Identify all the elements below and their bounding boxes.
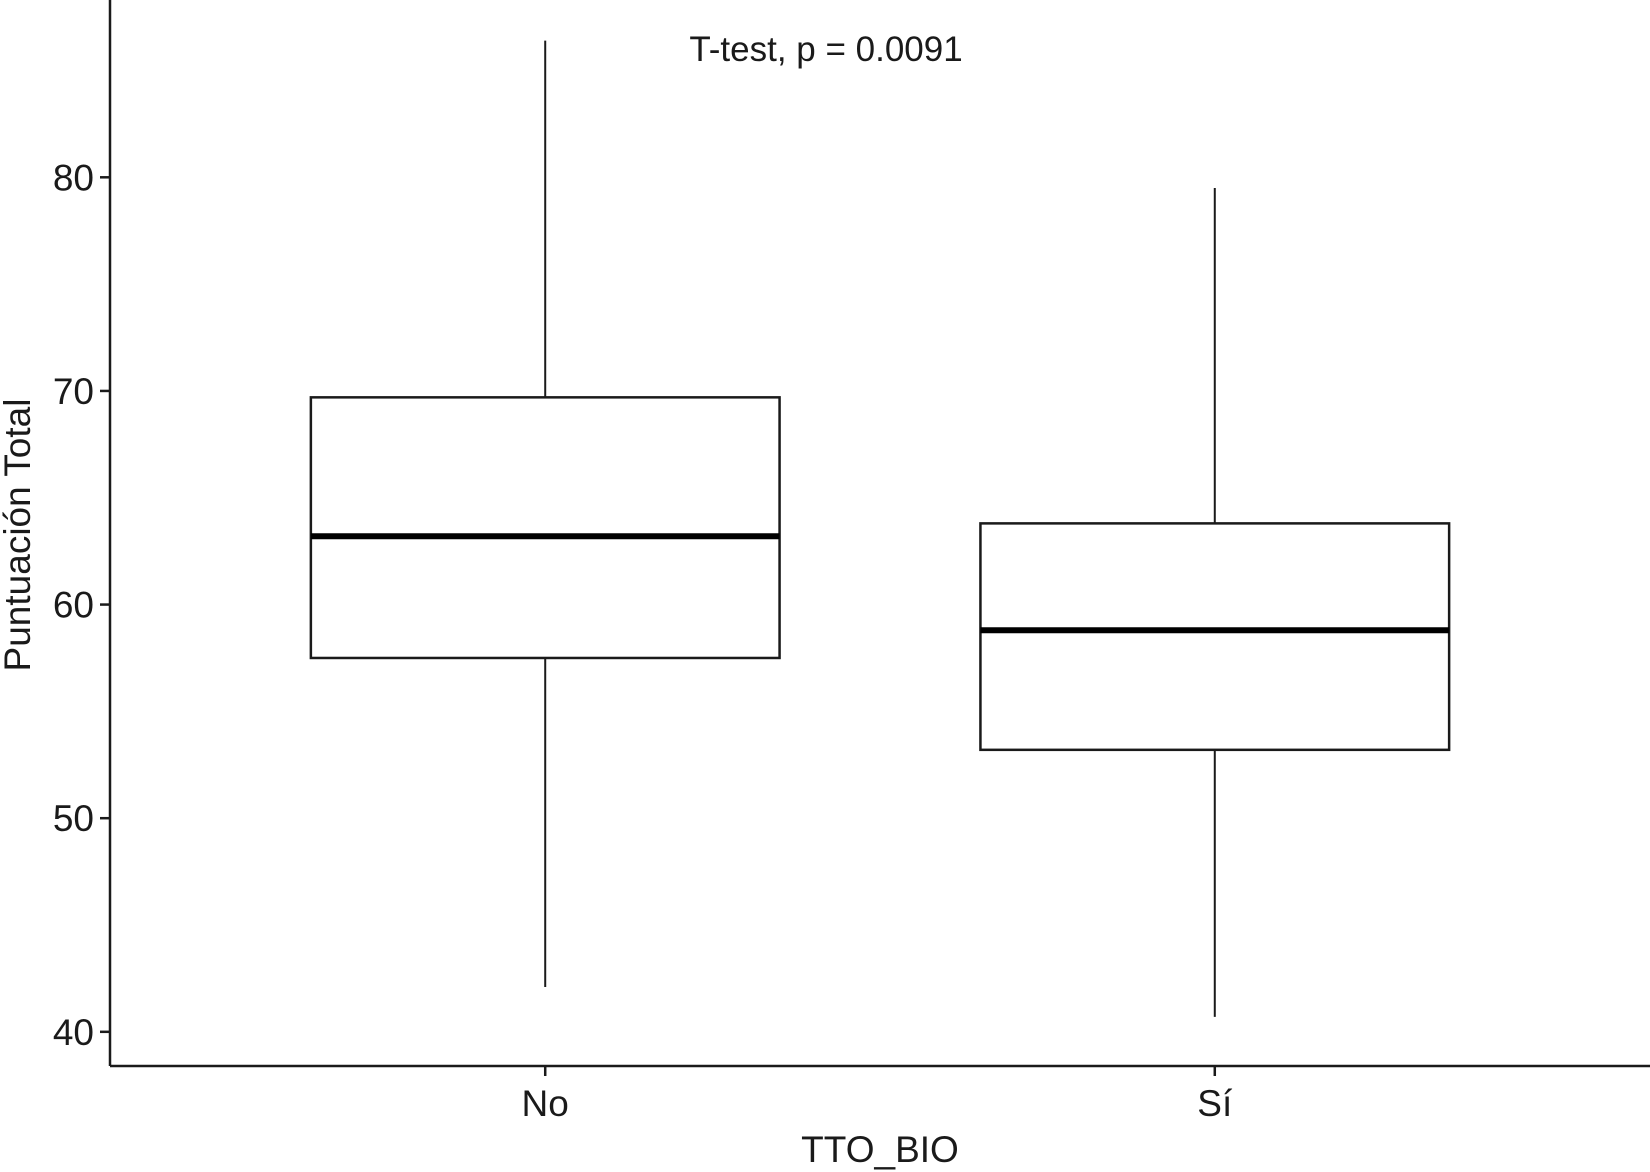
x-axis-title: TTO_BIO xyxy=(801,1129,959,1170)
axes: 40 50 60 70 80 No Sí xyxy=(53,0,1650,1124)
y-tick-label-40: 40 xyxy=(53,1012,94,1053)
x-tick-label-2: Sí xyxy=(1197,1083,1233,1124)
y-axis-title: Puntuación Total xyxy=(0,399,38,672)
y-tick-label-50: 50 xyxy=(53,798,94,839)
y-tick-label-60: 60 xyxy=(53,585,94,626)
box-2-iqr-box xyxy=(979,522,1451,752)
ttest-annotation: T-test, p = 0.0091 xyxy=(689,30,962,69)
box-marks xyxy=(309,40,1451,1017)
box-1-iqr-box xyxy=(309,396,781,660)
y-tick-label-70: 70 xyxy=(53,371,94,412)
y-tick-label-80: 80 xyxy=(53,157,94,198)
x-tick-label-1: No xyxy=(522,1083,569,1124)
